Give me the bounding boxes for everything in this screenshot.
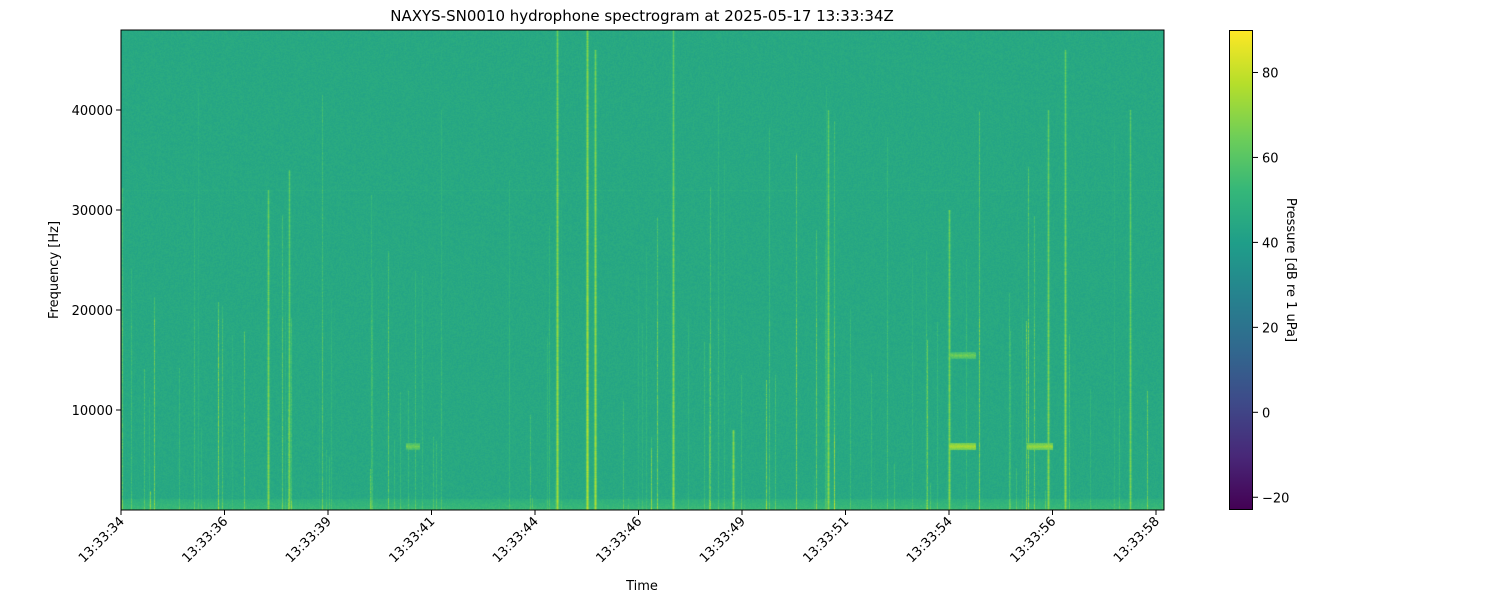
colorbar-tick-label: −20 xyxy=(1262,491,1289,506)
x-tick-label: 13:33:58 xyxy=(1111,514,1163,566)
y-tick-label: 40000 xyxy=(72,104,113,119)
colorbar-tick-label: 80 xyxy=(1262,66,1279,81)
x-tick-label: 13:33:36 xyxy=(179,514,231,566)
y-axis-label: Frequency [Hz] xyxy=(47,221,62,319)
colorbar-tick-label: 0 xyxy=(1262,406,1270,421)
y-tick-label: 20000 xyxy=(72,304,113,319)
x-tick-label: 13:33:34 xyxy=(76,514,128,566)
x-tick-label: 13:33:46 xyxy=(593,514,645,566)
x-tick-label: 13:33:41 xyxy=(386,514,438,566)
spectrogram-image xyxy=(121,30,1164,510)
y-tick-label: 30000 xyxy=(72,204,113,219)
chart-title: NAXYS-SN0010 hydrophone spectrogram at 2… xyxy=(390,7,894,25)
y-tick-label: 10000 xyxy=(72,404,113,419)
x-tick-label: 13:33:51 xyxy=(800,514,852,566)
x-axis-label: Time xyxy=(625,579,658,594)
x-tick-label: 13:33:44 xyxy=(490,514,542,566)
colorbar-tick-label: 20 xyxy=(1262,321,1279,336)
x-tick-label: 13:33:56 xyxy=(1007,514,1059,566)
colorbar xyxy=(1229,30,1253,510)
plot-frame xyxy=(120,29,1165,511)
colorbar-tick-label: 60 xyxy=(1262,151,1279,166)
x-tick-label: 13:33:54 xyxy=(904,514,956,566)
x-tick-label: 13:33:49 xyxy=(697,514,749,566)
colorbar-tick-label: 40 xyxy=(1262,236,1279,251)
colorbar-label: Pressure [dB re 1 uPa] xyxy=(1283,198,1298,342)
x-tick-label: 13:33:39 xyxy=(283,514,335,566)
